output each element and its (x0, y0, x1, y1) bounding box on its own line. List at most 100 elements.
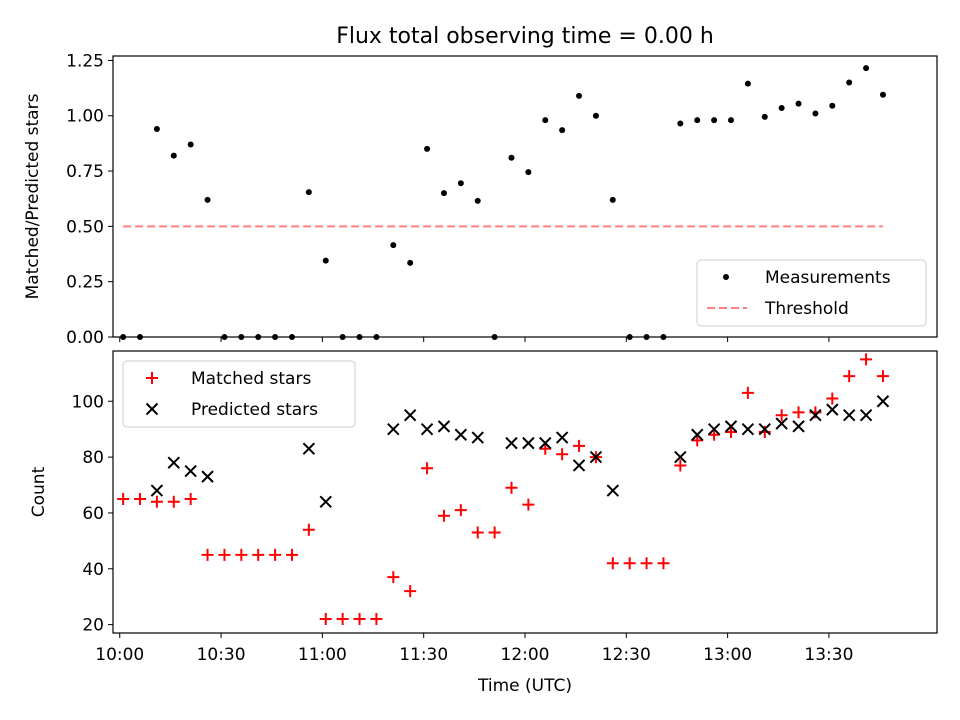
matched-star-point (876, 370, 889, 383)
matched-star-point (235, 548, 248, 561)
predicted-star-point (859, 409, 873, 422)
predicted-star-point (876, 395, 890, 408)
measurement-point (542, 117, 549, 124)
measurement-point (677, 120, 684, 127)
y-tick-label: 0.00 (66, 328, 104, 348)
matched-star-point (302, 523, 315, 536)
predicted-star-point (454, 428, 468, 441)
y-tick-label: 60 (82, 504, 104, 524)
matched-star-point (775, 409, 788, 422)
matched-star-point (826, 392, 839, 405)
measurement-point (356, 334, 363, 340)
legend-measurement-swatch (723, 274, 729, 280)
matched-star-point (117, 492, 130, 505)
x-tick-label: 11:30 (399, 645, 448, 665)
measurement-point (305, 189, 312, 196)
predicted-star-point (505, 436, 518, 450)
legend-label: Matched stars (191, 369, 311, 389)
matched-star-point (522, 498, 535, 511)
measurement-point (576, 92, 583, 99)
matched-star-point (336, 613, 349, 626)
matched-star-point (573, 439, 586, 452)
predicted-star-point (403, 409, 417, 422)
measurement-point (474, 197, 481, 204)
matched-star-point (640, 557, 653, 570)
predicted-star-point (539, 436, 552, 450)
measurement-point (221, 334, 228, 340)
matched-star-point (150, 495, 163, 508)
measurement-point (137, 334, 144, 340)
predicted-star-point (387, 422, 400, 436)
measurement-point (592, 112, 599, 119)
y-axis-label: Count (29, 466, 49, 517)
measurement-point (120, 334, 127, 340)
x-axis-label: Time (UTC) (477, 676, 572, 696)
matched-star-point (285, 548, 298, 561)
measurement-point (711, 117, 718, 124)
predicted-star-point (691, 428, 704, 441)
predicted-star-point (437, 420, 451, 433)
measurement-point (153, 126, 160, 133)
predicted-star-point (826, 403, 839, 416)
predicted-star-point (201, 470, 214, 483)
measurement-point (626, 334, 633, 340)
matched-star-point (167, 495, 180, 508)
x-tick-label: 10:00 (95, 645, 144, 665)
measurement-point (255, 334, 262, 340)
measurement-point (559, 127, 566, 134)
measurement-point (694, 117, 701, 124)
measurement-point (879, 91, 886, 98)
matched-star-point (539, 442, 552, 455)
measurement-point (339, 334, 346, 340)
predicted-star-point (184, 464, 197, 478)
x-tick-label: 13:30 (804, 645, 853, 665)
matched-star-point (691, 434, 704, 447)
matched-star-point (860, 353, 873, 366)
predicted-star-point (809, 409, 822, 422)
x-tick-label: 12:30 (602, 645, 651, 665)
predicted-star-point (707, 422, 721, 436)
count-panel: 20 40 60 80 100 10:00 10:30 11:00 11:30 12:00 12:3… (29, 350, 938, 696)
predicted-star-point (758, 422, 771, 436)
measurement-point (778, 104, 785, 111)
legend-box (122, 360, 356, 428)
matched-star-point (674, 459, 687, 472)
measurement-point (272, 334, 279, 340)
predicted-star-point (302, 442, 316, 455)
legend-predicted-swatch (145, 402, 159, 416)
matched-star-point (184, 492, 197, 505)
predicted-star-point (319, 495, 332, 508)
measurement-point (846, 79, 853, 86)
x-tick-label: 13:00 (703, 645, 752, 665)
predicted-star-point (674, 450, 687, 464)
measurement-point (660, 334, 667, 340)
measurement-point (170, 152, 177, 159)
matched-star-point (387, 571, 400, 584)
matched-star-point (741, 386, 754, 399)
ratio-panel: 0.00 0.25 0.50 0.75 1.00 1.25 Matched/Predicte… (23, 51, 938, 348)
measurement-point (440, 190, 447, 197)
y-tick-label: 20 (82, 616, 104, 636)
matched-star-point (488, 526, 501, 539)
measurement-point (609, 196, 616, 203)
matched-star-point (134, 492, 147, 505)
measurement-point (508, 154, 515, 161)
matched-star-point (370, 613, 383, 626)
legend-box (696, 259, 927, 327)
measurement-point (288, 334, 295, 340)
measurement-point (373, 334, 380, 340)
measurement-point (812, 110, 819, 117)
matched-star-point (252, 548, 265, 561)
y-axis-label: Matched/Predicted stars (23, 93, 43, 299)
predicted-star-point (775, 417, 788, 430)
matched-star-point (657, 557, 670, 570)
predicted-star-point (522, 436, 535, 450)
matched-star-point (319, 613, 332, 626)
predicted-star-point (555, 431, 569, 444)
measurement-point (390, 242, 397, 249)
matched-star-point (201, 548, 214, 561)
y-tick-label: 1.00 (66, 107, 104, 127)
matched-star-point (437, 509, 450, 522)
matched-star-point (218, 548, 231, 561)
